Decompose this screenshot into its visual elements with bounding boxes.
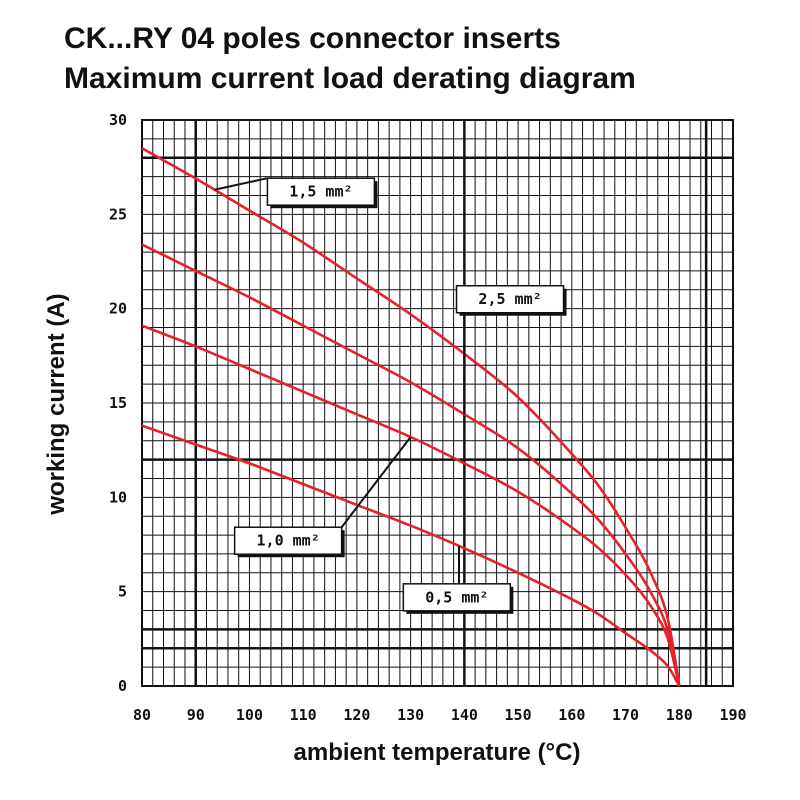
y-axis-label: working current (A)	[43, 293, 70, 515]
series-label-box: 1,0 mm²	[233, 526, 345, 558]
y-tick-label: 10	[109, 488, 127, 506]
x-tick-label: 170	[612, 706, 639, 724]
leader-lines	[214, 177, 466, 584]
series-curve-0	[141, 147, 681, 687]
leader-line	[340, 436, 412, 528]
series-label: 1,5 mm²	[289, 183, 352, 201]
series-label: 2,5 mm²	[478, 290, 541, 308]
x-axis-label: ambient temperature (°C)	[294, 739, 581, 766]
series-curve-3	[141, 424, 681, 687]
curves	[141, 147, 681, 687]
label-box	[455, 284, 565, 314]
x-tick-label: 140	[451, 706, 478, 724]
series-curve-2	[141, 324, 681, 687]
y-tick-label: 15	[109, 394, 127, 412]
label-box	[266, 177, 376, 206]
label-box	[233, 526, 343, 555]
x-tick-label: 80	[133, 706, 151, 724]
series-label-box: 0,5 mm²	[402, 583, 514, 614]
x-tick-label: 110	[290, 706, 317, 724]
leader-line	[214, 177, 268, 191]
y-tick-label: 25	[109, 205, 127, 223]
x-tick-label: 180	[666, 706, 693, 724]
series-curve-1	[141, 243, 681, 687]
label-box	[402, 583, 512, 612]
x-tick-label: 150	[505, 706, 532, 724]
x-tick-labels: 80 90 100 110 120 130 140 150 160 170 180 190	[133, 706, 747, 724]
plot-frame	[141, 119, 734, 687]
y-tick-label: 30	[109, 111, 127, 129]
x-tick-label: 130	[397, 706, 424, 724]
y-tick-label: 5	[118, 583, 127, 601]
y-tick-label: 0	[118, 677, 127, 695]
x-tick-label: 190	[719, 706, 746, 724]
x-tick-label: 120	[343, 706, 370, 724]
x-tick-label: 100	[236, 706, 263, 724]
series-label-box: 1,5 mm²	[266, 177, 378, 209]
chart-subtitle: Maximum current load derating diagram	[64, 62, 636, 95]
y-tick-labels: 0 5 10 15 20 25 30	[109, 111, 127, 695]
x-tick-label: 160	[558, 706, 585, 724]
series-label: 0,5 mm²	[425, 588, 488, 606]
y-tick-label: 20	[109, 300, 127, 318]
chart-title: CK...RY 04 poles connector inserts	[64, 22, 561, 55]
series-labels: 1,5 mm² 2,5 mm² 1,0 mm² 0,5 mm²	[233, 177, 567, 614]
series-label: 1,0 mm²	[257, 532, 320, 550]
series-label-box: 2,5 mm²	[455, 284, 567, 316]
x-tick-label: 90	[187, 706, 205, 724]
